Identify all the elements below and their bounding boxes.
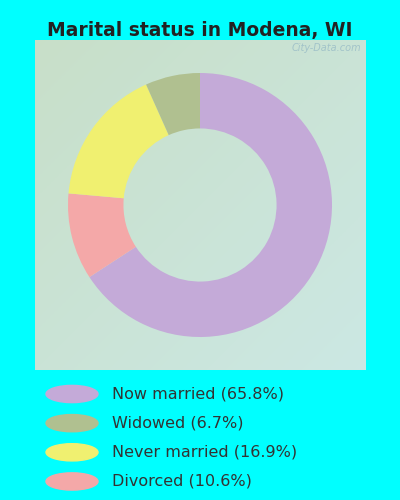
Wedge shape	[68, 194, 136, 277]
Text: Now married (65.8%): Now married (65.8%)	[112, 386, 284, 402]
Text: City-Data.com: City-Data.com	[292, 44, 362, 54]
Circle shape	[46, 444, 98, 461]
Text: Marital status in Modena, WI: Marital status in Modena, WI	[47, 22, 353, 40]
Circle shape	[46, 386, 98, 402]
Circle shape	[46, 414, 98, 432]
Text: Divorced (10.6%): Divorced (10.6%)	[112, 474, 252, 489]
Text: Widowed (6.7%): Widowed (6.7%)	[112, 416, 244, 430]
Circle shape	[46, 473, 98, 490]
Wedge shape	[90, 73, 332, 337]
Wedge shape	[68, 84, 169, 198]
Wedge shape	[146, 73, 200, 135]
Text: Never married (16.9%): Never married (16.9%)	[112, 445, 297, 460]
